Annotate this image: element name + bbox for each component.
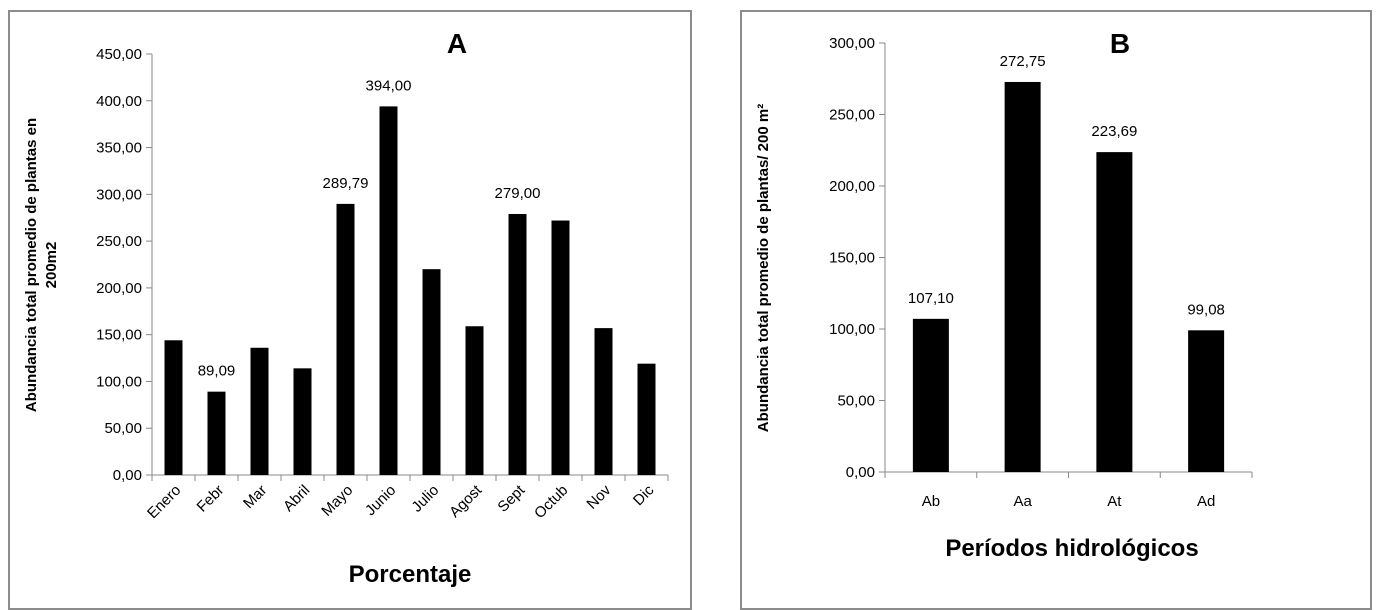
chart-a-bar bbox=[336, 203, 355, 475]
chart-a-y-title-line1: Abundancia total promedio de plantas en bbox=[23, 118, 40, 412]
chart-b-y-tick-label: 200,00 bbox=[829, 178, 875, 195]
charts-canvas: A Porcentaje Abundancia total promedio d… bbox=[23, 28, 1253, 588]
chart-a-data-label: 394,00 bbox=[366, 77, 412, 94]
chart-b-y-tick-label: 0,00 bbox=[846, 464, 875, 481]
chart-a-y-tick-label: 350,00 bbox=[96, 140, 142, 157]
chart-b-y-tick-label: 50,00 bbox=[837, 393, 875, 410]
chart-a-y-tick-label: 200,00 bbox=[96, 280, 142, 297]
chart-a-data-label: 289,79 bbox=[323, 175, 369, 192]
chart-a-x-tick-label: Nov bbox=[583, 481, 614, 512]
chart-a-bar bbox=[250, 347, 269, 475]
chart-b-x-tick-label: Ab bbox=[922, 493, 940, 510]
chart-a-bar bbox=[422, 269, 441, 475]
chart-a-y-tick-label: 250,00 bbox=[96, 233, 142, 250]
chart-a-letter: A bbox=[447, 28, 467, 59]
chart-a-y-tick-label: 50,00 bbox=[104, 420, 142, 437]
chart-b-bar bbox=[1004, 81, 1041, 472]
chart-b-y-tick-label: 100,00 bbox=[829, 321, 875, 338]
chart-b-bar bbox=[912, 318, 949, 472]
chart-b-data-label: 272,75 bbox=[1000, 53, 1046, 70]
chart-a-x-tick-label: Octub bbox=[531, 482, 571, 522]
chart-a-bar bbox=[465, 326, 484, 475]
chart-b-data-label: 223,69 bbox=[1091, 123, 1137, 140]
chart-a-bar bbox=[293, 368, 312, 475]
chart-a-x-tick-label: Abril bbox=[280, 482, 313, 515]
chart-b-y-tick-label: 300,00 bbox=[829, 35, 875, 52]
chart-b-data-label: 107,10 bbox=[908, 290, 954, 307]
chart-a-y-tick-label: 300,00 bbox=[96, 186, 142, 203]
chart-a-x-tick-label: Febr bbox=[193, 482, 227, 516]
chart-a-bar bbox=[207, 391, 226, 475]
chart-a-x-tick-label: Mayo bbox=[318, 482, 356, 520]
chart-b-data-label: 99,08 bbox=[1187, 301, 1225, 318]
chart-b-x-tick-label: Ad bbox=[1197, 493, 1215, 510]
chart-a-bar bbox=[508, 213, 527, 476]
chart-b-bar bbox=[1188, 330, 1225, 472]
chart-a-y-tick-label: 450,00 bbox=[96, 46, 142, 63]
chart-a-x-tick-label: Julio bbox=[408, 482, 442, 516]
chart-a-bar bbox=[164, 340, 183, 475]
chart-b-panel bbox=[740, 10, 1372, 610]
chart-a-data-label: 279,00 bbox=[495, 185, 541, 202]
chart-b-letter: B bbox=[1110, 28, 1130, 59]
chart-b-y-tick-label: 250,00 bbox=[829, 107, 875, 124]
chart-a-bar bbox=[551, 220, 570, 475]
chart-a-plot: 0,00 50,00 100,00 150,00 200,00 250,00 300,00 3… bbox=[96, 46, 669, 522]
chart-a-data-label: 89,09 bbox=[198, 363, 236, 380]
chart-a-x-tick-label: Enero bbox=[144, 482, 184, 522]
chart-a-y-tick-label: 0,00 bbox=[113, 467, 142, 484]
chart-a-x-tick-label: Sept bbox=[494, 481, 528, 515]
chart-a-y-title-line2: 200m2 bbox=[43, 242, 60, 289]
chart-a-x-tick-label: Junio bbox=[362, 482, 399, 519]
chart-a-x-tick-label: Mar bbox=[240, 482, 270, 512]
chart-b-x-title: Períodos hidrológicos bbox=[945, 535, 1198, 562]
chart-b-bar bbox=[1096, 152, 1133, 473]
chart-b-x-tick-label: At bbox=[1107, 493, 1122, 510]
chart-a-x-title: Porcentaje bbox=[349, 561, 472, 588]
chart-b-y-title: Abundancia total promedio de plantas/ 20… bbox=[755, 104, 772, 432]
chart-a-y-tick-label: 400,00 bbox=[96, 93, 142, 110]
chart-a-bar bbox=[637, 363, 656, 475]
chart-a-x-tick-label: Dic bbox=[630, 481, 658, 509]
chart-a-y-tick-label: 150,00 bbox=[96, 327, 142, 344]
chart-b-x-tick-label: Aa bbox=[1013, 493, 1032, 510]
chart-b-plot: 0,00 50,00 100,00 150,00 200,00 250,00 300,00 A… bbox=[829, 35, 1253, 510]
chart-b-y-tick-label: 150,00 bbox=[829, 250, 875, 267]
chart-a-bar bbox=[594, 328, 613, 475]
chart-a-bar bbox=[379, 106, 398, 475]
chart-a-y-tick-label: 100,00 bbox=[96, 373, 142, 390]
chart-a-x-tick-label: Agost bbox=[446, 481, 486, 521]
